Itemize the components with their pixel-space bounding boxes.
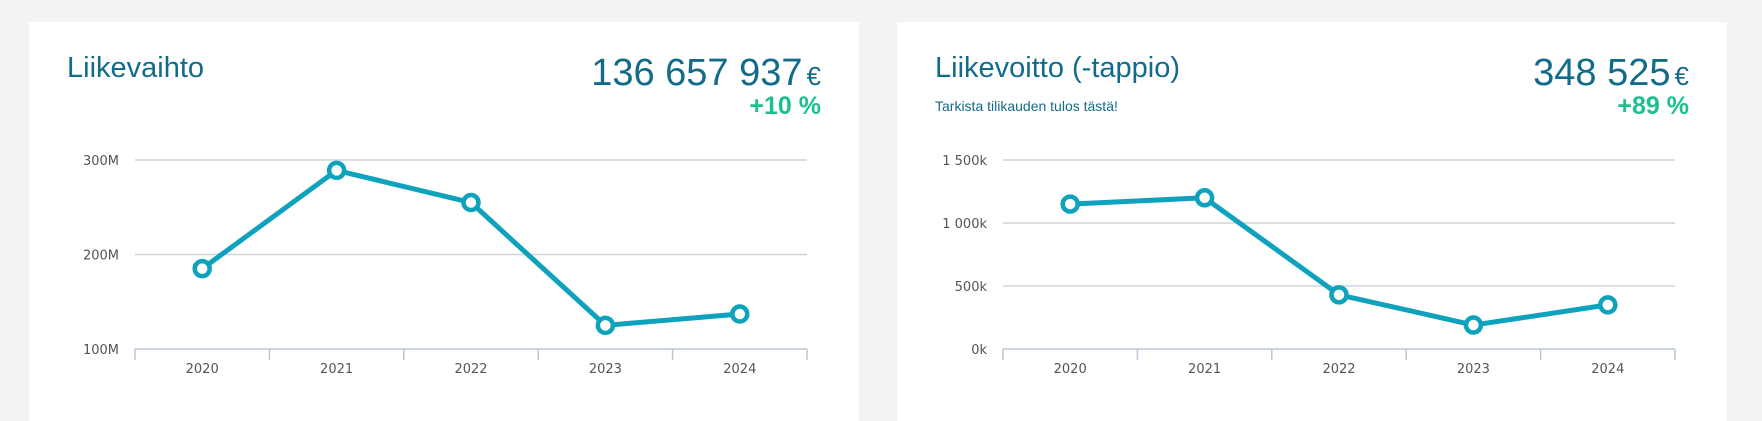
x-tick-label: 2023 <box>589 362 622 377</box>
data-point[interactable] <box>1329 285 1349 305</box>
y-tick-label: 500k <box>955 280 988 295</box>
y-tick-label: 300M <box>83 154 119 169</box>
card-change-badge: +10 % <box>749 92 821 120</box>
data-point[interactable] <box>192 258 212 279</box>
data-point[interactable] <box>1463 315 1484 335</box>
card-subtitle-link[interactable]: Tarkista tilikauden tulos tästä! <box>935 98 1118 114</box>
x-tick-label: 2020 <box>186 362 219 377</box>
card-change-badge: +89 % <box>1617 92 1689 120</box>
card-value-number: 136 657 937 <box>591 52 803 94</box>
data-point[interactable] <box>730 304 750 324</box>
x-tick-label: 2021 <box>320 362 353 377</box>
data-point[interactable] <box>461 192 481 213</box>
x-tick-label: 2022 <box>1322 362 1355 377</box>
card-title: Liikevaihto <box>67 52 205 84</box>
profit-card: Liikevoitto (-tappio) Tarkista tilikaude… <box>897 22 1727 421</box>
data-point[interactable] <box>595 315 616 336</box>
x-tick-label: 2024 <box>723 362 756 377</box>
data-point[interactable] <box>1194 188 1215 208</box>
card-value: 348 525 € <box>1533 52 1689 95</box>
data-point[interactable] <box>326 160 347 181</box>
card-value-number: 348 525 <box>1533 52 1671 94</box>
y-tick-label: 100M <box>83 343 119 358</box>
y-tick-label: 1 000k <box>942 217 987 232</box>
card-value: 136 657 937 € <box>591 52 821 95</box>
y-tick-label: 0k <box>971 343 987 358</box>
x-tick-label: 2021 <box>1188 362 1221 377</box>
card-title: Liikevoitto (-tappio) <box>935 52 1180 84</box>
data-point[interactable] <box>1060 194 1080 214</box>
y-tick-label: 200M <box>83 249 119 264</box>
x-tick-label: 2020 <box>1054 362 1087 377</box>
x-tick-label: 2022 <box>454 362 487 377</box>
x-tick-label: 2024 <box>1591 362 1624 377</box>
card-value-unit: € <box>1674 61 1689 91</box>
y-tick-label: 1 500k <box>942 154 987 169</box>
data-point[interactable] <box>1598 295 1618 315</box>
card-value-unit: € <box>806 61 821 91</box>
revenue-line-chart: 100M 200M 300M 2020 2021 2022 2023 2024 <box>83 154 808 377</box>
series-line <box>1067 195 1611 328</box>
x-tick-label: 2023 <box>1457 362 1490 377</box>
profit-line-chart: 0k 500k 1 000k 1 500k 2020 2021 2022 2023 2024 <box>942 154 1676 377</box>
revenue-card: Liikevaihto 136 657 937 € +10 % 100M 200M 3… <box>29 22 859 421</box>
